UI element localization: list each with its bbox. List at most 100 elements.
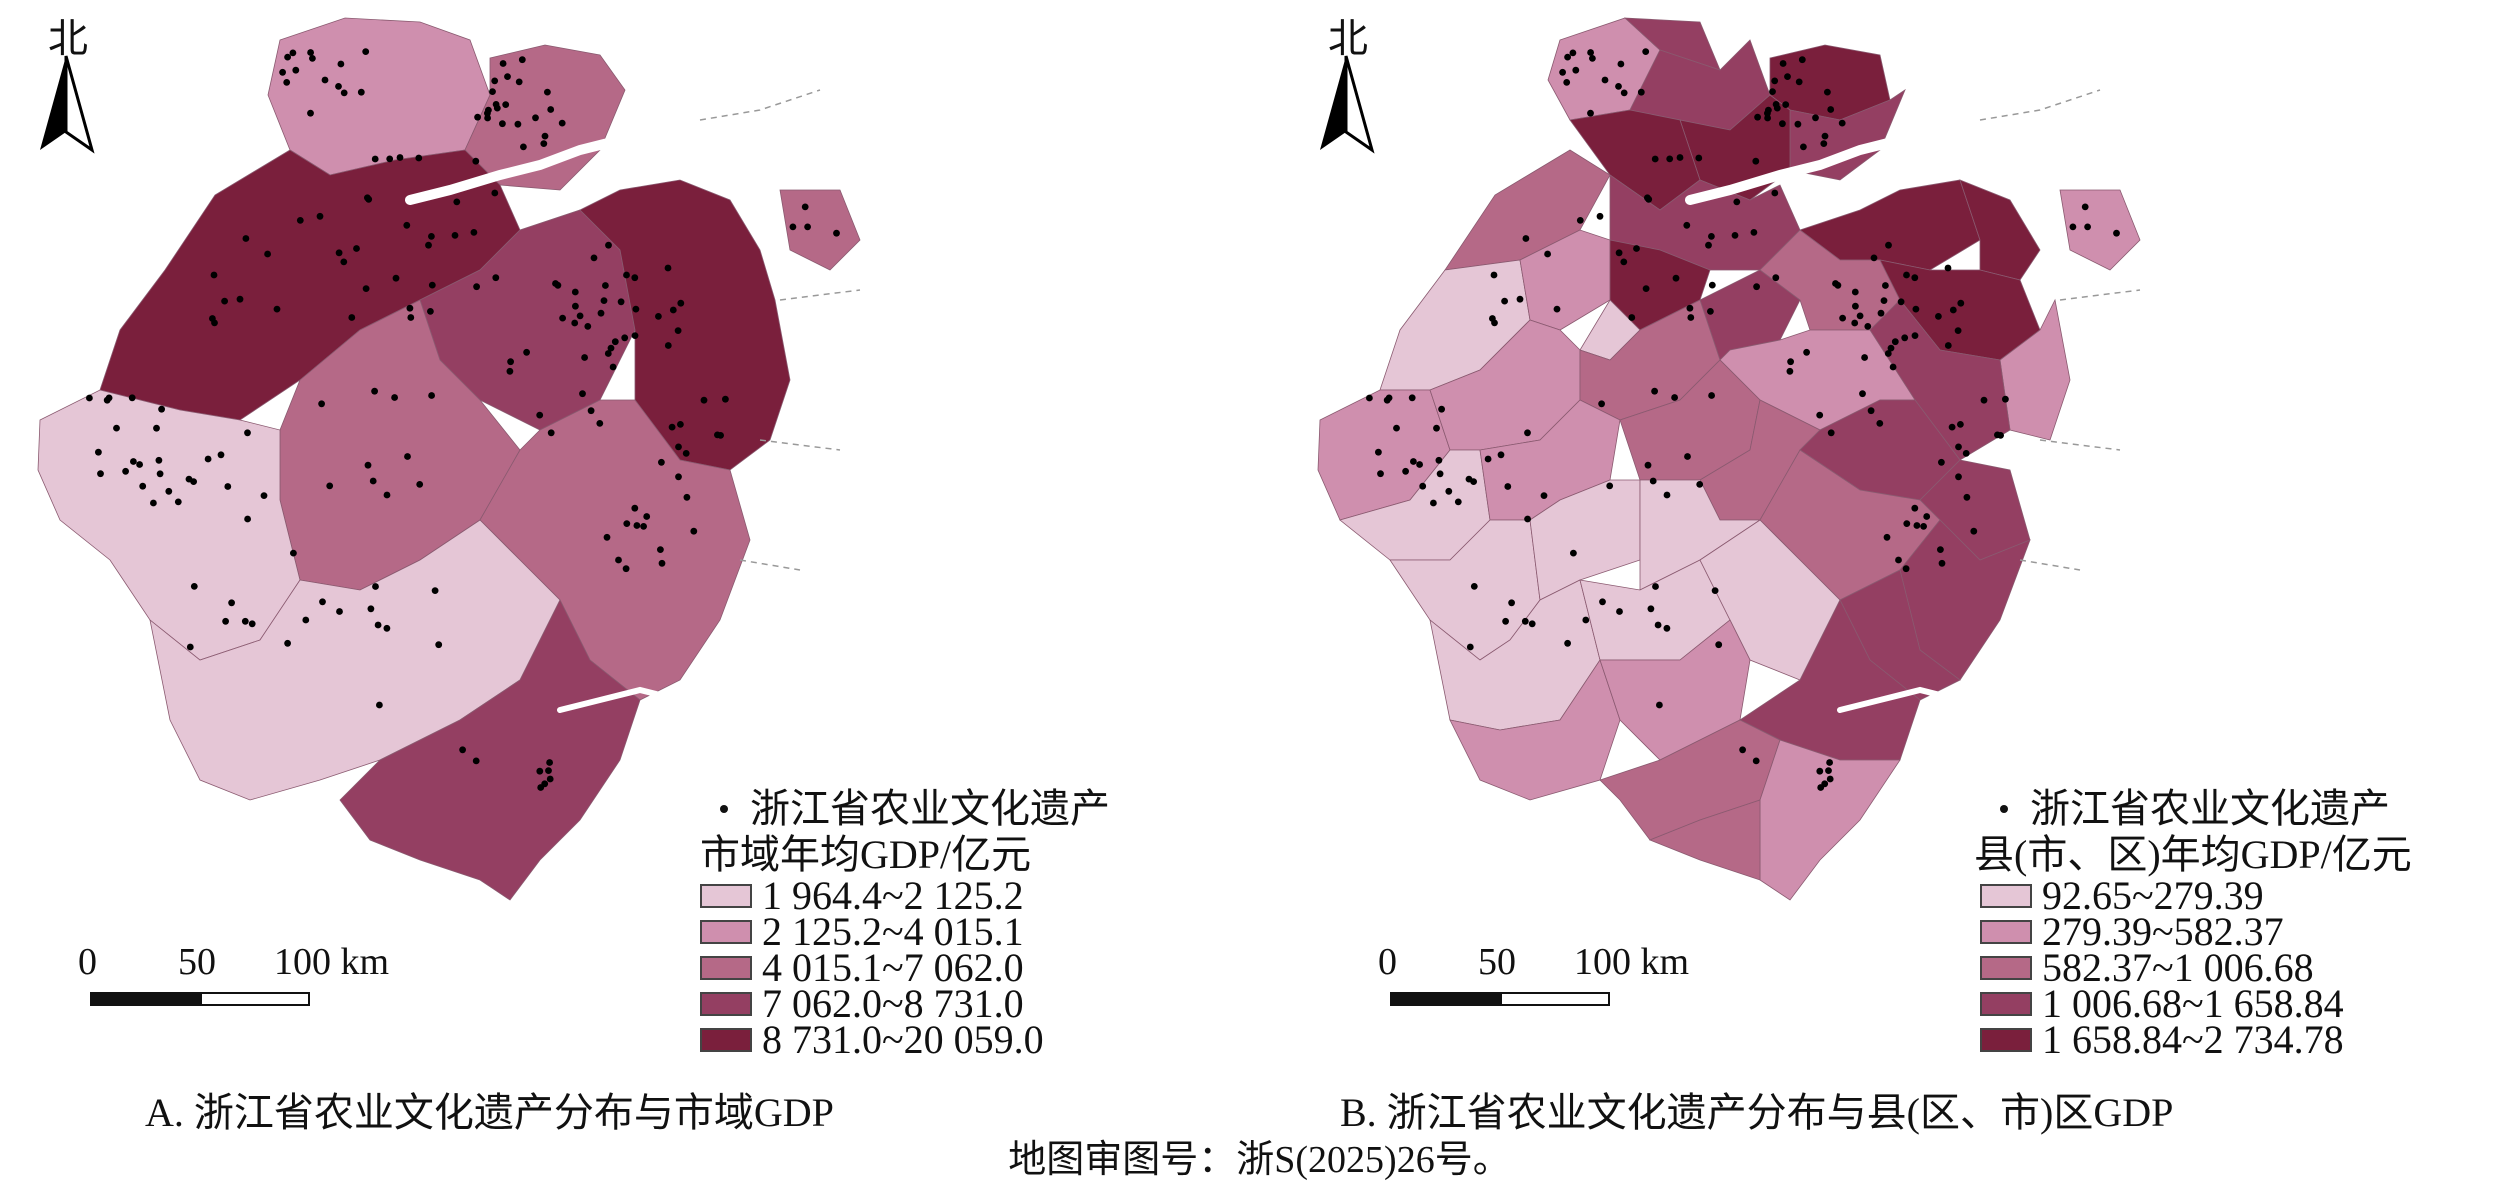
heritage-site-dot <box>1901 334 1909 342</box>
heritage-site-dot <box>128 394 136 402</box>
heritage-site-dot <box>396 154 404 161</box>
heritage-site-dot <box>153 424 160 432</box>
scale-bar-a: 0 50 100 km <box>78 940 408 1006</box>
heritage-site-dot <box>1779 120 1786 128</box>
quzhou-region <box>37 389 301 661</box>
heritage-site-dot <box>579 390 586 398</box>
heritage-site-dot <box>190 583 198 590</box>
heritage-site-dot <box>1559 68 1566 76</box>
heritage-site-dot <box>362 285 370 292</box>
heritage-site-dot <box>1769 88 1776 95</box>
heritage-site-dot <box>156 470 164 478</box>
heritage-site-dot <box>406 304 414 312</box>
county-region-21 <box>2059 189 2141 271</box>
heritage-site-dot <box>514 120 522 128</box>
heritage-site-dot <box>1826 759 1833 766</box>
heritage-site-dot <box>1938 458 1945 466</box>
heritage-site-dot <box>1617 60 1625 68</box>
heritage-site-dot <box>515 78 523 86</box>
caption-b: B. 浙江省农业文化遗产分布与县(区、市)区GDP <box>1340 1090 2174 1135</box>
heritage-site-dot <box>1902 565 1910 573</box>
heritage-site-dot <box>1430 499 1437 507</box>
heritage-site-dot <box>518 56 526 64</box>
heritage-site-dot <box>113 424 120 432</box>
north-arrow-icon <box>40 55 95 154</box>
heritage-site-dot <box>357 88 365 96</box>
heritage-site-dot <box>1705 241 1712 249</box>
heritage-site-dot <box>470 229 478 236</box>
heritage-site-dot <box>1637 88 1645 96</box>
north-label: 北 <box>48 16 88 61</box>
heritage-site-dot <box>1587 109 1594 117</box>
map-approval-number: 地图审图号：浙S(2025)26号。 <box>1008 1139 1511 1181</box>
heritage-site-dot <box>1696 481 1704 488</box>
heritage-site-dot <box>296 217 304 224</box>
qiantang-river <box>1685 134 1935 205</box>
heritage-site-dot <box>224 483 232 490</box>
heritage-site-dot <box>804 223 811 231</box>
panel-b: 北 浙江省农业文化遗产 县(市、区)年均GDP/亿元 92.65~279.39 … <box>1260 0 2519 1135</box>
legend-b: 浙江省农业文化遗产 县(市、区)年均GDP/亿元 92.65~279.39 27… <box>1974 786 2412 1062</box>
heritage-site-dot <box>1937 546 1944 553</box>
heritage-site-dot <box>1821 132 1829 140</box>
heritage-site-dot <box>617 298 625 306</box>
scale-label-100: 100 km <box>274 941 390 983</box>
heritage-site-dot <box>1870 254 1878 262</box>
heritage-site-dot <box>1377 470 1384 478</box>
heritage-site-dot <box>683 493 691 501</box>
heritage-site-dot <box>1544 250 1551 258</box>
heritage-site-dot <box>1616 608 1623 615</box>
heritage-site-dot <box>1897 298 1905 306</box>
heritage-site-dot <box>371 155 379 163</box>
heritage-site-dot <box>1911 332 1919 339</box>
heritage-site-dot <box>1644 461 1652 469</box>
heritage-site-dot <box>244 515 252 523</box>
heritage-site-dot <box>801 203 809 211</box>
heritage-site-dot <box>136 461 144 468</box>
heritage-site-dot <box>1576 217 1584 224</box>
heritage-site-dot <box>1572 66 1580 74</box>
heritage-site-dot <box>1454 498 1462 506</box>
heritage-site-dot <box>473 283 480 291</box>
heritage-site-dot <box>1715 641 1723 649</box>
zhoushan-region <box>779 189 861 271</box>
scale-bar-b: 0 50 100 km <box>1378 940 1708 1006</box>
heritage-site-dot <box>623 520 631 527</box>
heritage-site-dot <box>228 599 236 607</box>
heritage-site-dot <box>1501 297 1508 305</box>
heritage-site-dot <box>1885 241 1892 249</box>
heritage-site-dot <box>283 79 291 86</box>
heritage-site-dot <box>158 405 166 413</box>
heritage-site-dot <box>1633 245 1640 252</box>
heritage-site-dot <box>1598 400 1605 408</box>
heritage-site-dot <box>150 499 157 507</box>
heritage-site-dot <box>1733 198 1741 206</box>
heritage-site-dot <box>1402 467 1409 475</box>
heritage-site-dot <box>1861 354 1868 361</box>
heritage-site-dot <box>248 620 256 628</box>
heritage-site-dot <box>474 113 481 121</box>
heritage-site-dot <box>1563 79 1571 86</box>
heritage-site-dot <box>1923 513 1931 520</box>
heritage-site-dot <box>383 491 391 499</box>
heritage-site-dot <box>590 254 598 262</box>
heritage-site-dot <box>386 155 394 163</box>
heritage-site-dot <box>1606 482 1614 490</box>
heritage-site-dot <box>407 314 415 321</box>
heritage-site-dot <box>2069 223 2077 231</box>
legend-point-label: 浙江省农业文化遗产 <box>2030 786 2390 831</box>
heritage-site-dot <box>1524 515 1531 523</box>
heritage-site-dot <box>165 487 173 495</box>
scale-label-50: 50 <box>178 941 216 983</box>
heritage-site-dot <box>604 350 612 357</box>
heritage-site-dot <box>302 616 310 624</box>
heritage-site-dot <box>1652 583 1659 590</box>
heritage-site-dot <box>1997 432 2004 439</box>
heritage-site-dot <box>1587 49 1594 56</box>
heritage-site-dot <box>376 701 383 709</box>
heritage-site-dot <box>664 264 672 272</box>
heritage-site-dot <box>547 106 555 113</box>
heritage-site-dot <box>1707 308 1714 315</box>
heritage-site-dot <box>1882 282 1889 289</box>
heritage-site-dot <box>1816 411 1824 419</box>
